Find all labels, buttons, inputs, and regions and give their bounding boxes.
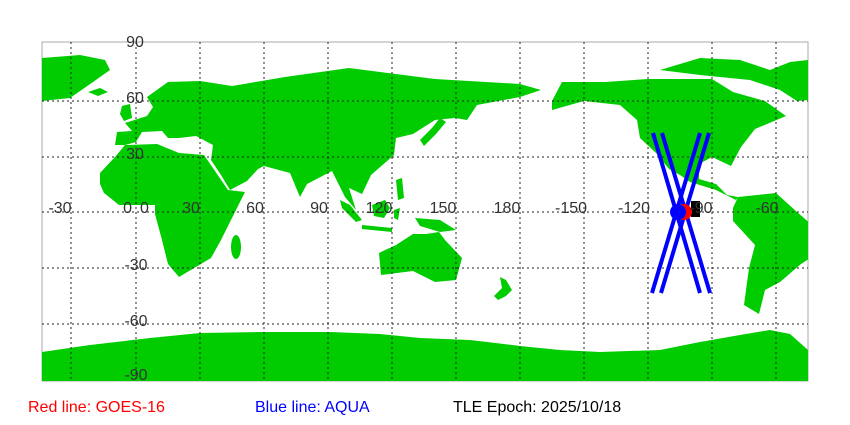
lon-label: 30 (182, 200, 200, 217)
lon-label: 180 (494, 200, 521, 217)
madagascar (231, 235, 241, 259)
lat-label: 60 (126, 90, 144, 107)
australia (379, 232, 462, 282)
lon-label: 120 (366, 200, 393, 217)
lon-label: 150 (430, 200, 457, 217)
legend-blue-line: Blue line: AQUA (255, 399, 370, 416)
legend-red-line: Red line: GOES-16 (28, 399, 165, 416)
north-america (552, 79, 786, 200)
subsatellite-marker-square (691, 201, 700, 217)
lon-label: 0 (140, 200, 149, 217)
lat-label: 90 (126, 34, 144, 51)
canada-arctic (660, 58, 808, 101)
lon-label: -60 (755, 200, 778, 217)
lon-label: 60 (246, 200, 264, 217)
aqua-position-marker (670, 204, 686, 220)
lat-label: -90 (124, 367, 147, 384)
philippines (396, 178, 404, 200)
sumatra (340, 200, 362, 222)
lat-label: -30 (124, 257, 147, 274)
lat-label: -60 (124, 313, 147, 330)
sulawesi-java (362, 208, 400, 232)
antarctica (42, 330, 808, 381)
lon-label: 90 (310, 200, 328, 217)
lon-label: -120 (618, 200, 650, 217)
new-guinea (415, 218, 456, 232)
iceland (88, 88, 108, 96)
latitude-labels: 90 60 30 0 -30 -60 -90 (123, 34, 148, 384)
lon-label: -90 (689, 200, 712, 217)
lat-label: 0 (123, 200, 132, 217)
borneo (372, 200, 390, 218)
tle-epoch: TLE Epoch: 2025/10/18 (453, 399, 622, 416)
south-america (733, 193, 808, 314)
lon-label: -150 (555, 200, 587, 217)
lat-label: 30 (126, 146, 144, 163)
new-zealand (494, 277, 512, 300)
greenland (42, 55, 110, 101)
graticule (42, 42, 808, 381)
lon-label: -30 (48, 200, 71, 217)
longitude-labels: -30 0 30 60 90 120 150 180 -150 -120 -90… (48, 200, 778, 217)
japan (420, 118, 446, 146)
uk (120, 104, 132, 121)
